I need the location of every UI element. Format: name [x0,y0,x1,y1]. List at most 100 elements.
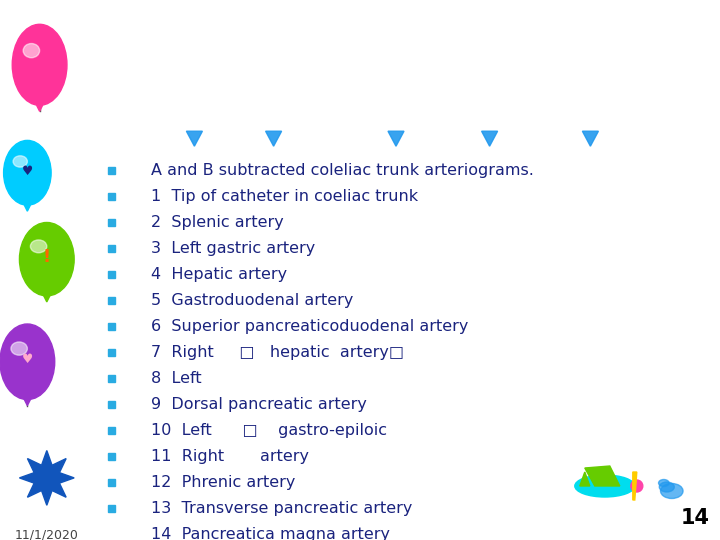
Bar [0,381,720,383]
Bar [0,446,720,448]
Bar [108,271,115,278]
Bar [0,526,720,529]
Bar [0,386,720,389]
Bar [0,389,720,392]
Bar [0,500,720,502]
Bar [0,470,720,472]
Text: 12  Phrenic artery: 12 Phrenic artery [151,475,296,490]
Ellipse shape [180,124,266,179]
Bar [0,513,720,516]
Bar [0,521,720,524]
Bar [0,508,720,510]
Bar [0,408,720,410]
Polygon shape [633,472,636,500]
Polygon shape [44,296,50,302]
Bar [108,453,115,460]
Bar [0,524,720,526]
Text: 14: 14 [681,508,710,528]
Text: 14  Pancreatica magna artery: 14 Pancreatica magna artery [151,527,390,540]
Bar [0,448,720,451]
Bar [0,459,720,462]
Ellipse shape [494,122,586,180]
Text: 1  Tip of catheter in coeliac trunk: 1 Tip of catheter in coeliac trunk [151,190,418,204]
Bar [108,349,115,356]
Bar [0,400,720,402]
Polygon shape [585,466,620,486]
Text: 11/1/2020: 11/1/2020 [14,528,78,540]
Ellipse shape [575,475,635,497]
Bar [0,151,720,540]
Bar [0,427,720,429]
Polygon shape [19,450,74,505]
Ellipse shape [13,156,27,167]
Text: !: ! [42,248,51,266]
Ellipse shape [14,124,101,179]
Bar [0,383,720,386]
Ellipse shape [631,480,643,492]
Ellipse shape [678,129,720,173]
Ellipse shape [623,126,702,177]
Bar [108,480,115,487]
Bar [0,156,720,540]
Bar [108,505,115,512]
Bar [0,462,720,464]
Bar [0,481,720,483]
Text: 4  Hepatic artery: 4 Hepatic artery [151,267,287,282]
Text: 13  Transverse pancreatic artery: 13 Transverse pancreatic artery [151,501,413,516]
Bar [0,464,720,467]
Bar [0,394,720,397]
Bar [0,537,720,540]
Bar [0,402,720,405]
Bar [108,401,115,408]
Text: 8  Left: 8 Left [151,372,202,386]
Bar [108,375,115,382]
Bar [0,416,720,418]
Polygon shape [388,131,404,146]
Text: A and B subtracted coleliac trunk arteriograms.: A and B subtracted coleliac trunk arteri… [151,163,534,178]
Bar [0,475,720,478]
Bar [108,219,115,226]
Ellipse shape [660,482,675,492]
Polygon shape [24,400,30,406]
Bar [0,516,720,518]
Text: 9  Dorsal pancreatic artery: 9 Dorsal pancreatic artery [151,397,367,413]
Polygon shape [582,131,598,146]
Polygon shape [186,131,202,146]
Bar [0,489,720,491]
Bar [0,456,720,459]
Bar [0,378,720,381]
Bar [0,478,720,481]
Bar [0,413,720,416]
Bar [0,418,720,421]
Ellipse shape [444,127,521,176]
Ellipse shape [556,120,654,183]
Ellipse shape [70,127,146,176]
Ellipse shape [248,126,328,177]
Bar [0,437,720,440]
Bar [0,486,720,489]
Bar [0,467,720,470]
Polygon shape [37,105,42,111]
Bar [0,483,720,486]
Bar [0,440,720,443]
Bar [0,529,720,532]
Ellipse shape [12,24,67,105]
Bar [0,421,720,424]
Bar [0,432,720,435]
Ellipse shape [301,118,405,184]
Bar [0,451,720,454]
Bar [108,427,115,434]
Ellipse shape [11,342,27,355]
Bar [0,505,720,508]
Bar [108,245,115,252]
Ellipse shape [659,480,669,487]
Bar [108,193,115,200]
Ellipse shape [0,324,55,400]
Text: 11  Right       artery: 11 Right artery [151,449,309,464]
Bar [0,510,720,513]
Bar [0,392,720,394]
Bar [0,410,720,413]
Text: ♥: ♥ [22,165,33,178]
Bar [108,167,115,174]
Bar [0,532,720,535]
